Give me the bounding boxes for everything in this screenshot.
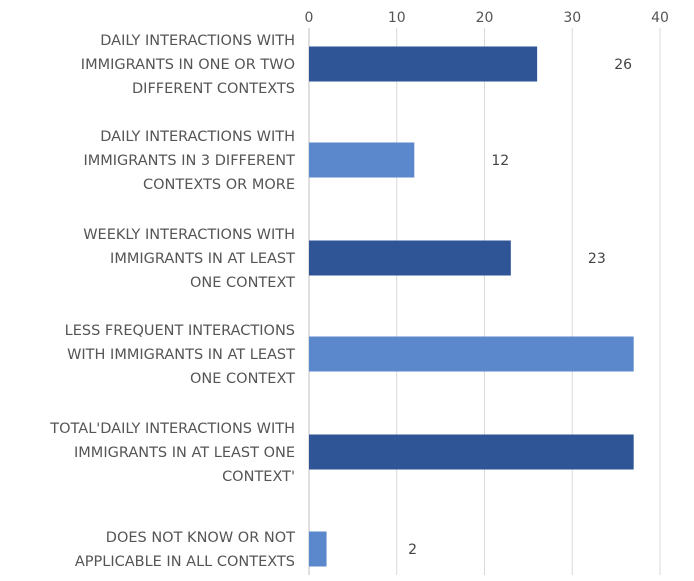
category-label: DAILY INTERACTIONS WITH IMMIGRANTS IN 3 D… <box>83 129 295 193</box>
x-tick-label: 10 <box>388 10 406 26</box>
bars <box>309 46 634 567</box>
category-labels: DAILY INTERACTIONS WITH IMMIGRANTS IN ONE… <box>49 33 295 570</box>
gridlines <box>308 28 661 575</box>
bar <box>309 336 634 372</box>
category-label: WEEKLY INTERACTIONS WITH IMMIGRANTS IN AT… <box>83 227 295 291</box>
category-label: LESS FREQUENT INTERACTIONS WITH IMMIGRANT… <box>65 323 295 387</box>
category-label: DOES NOT KNOW OR NOT APPLICABLE IN ALL CO… <box>75 530 295 570</box>
bar <box>309 434 634 470</box>
bar <box>309 531 327 567</box>
x-tick-label: 30 <box>563 10 581 26</box>
bar <box>309 46 538 82</box>
value-label: 26 <box>614 57 632 73</box>
bar <box>309 240 511 276</box>
bar <box>309 142 415 178</box>
value-label: 12 <box>491 153 509 169</box>
value-label: 23 <box>588 251 606 267</box>
x-tick-label: 20 <box>476 10 494 26</box>
category-label: DAILY INTERACTIONS WITH IMMIGRANTS IN ONE… <box>81 33 295 97</box>
value-labels: 26122337372 <box>408 57 632 558</box>
x-tick-label: 0 <box>305 10 314 26</box>
x-tick-label: 40 <box>651 10 669 26</box>
category-label: TOTAL'DAILY INTERACTIONS WITH IMMIGRANTS … <box>49 421 295 485</box>
value-label: 2 <box>408 542 417 558</box>
x-axis-ticks: 0 10 20 30 40 <box>305 10 669 26</box>
